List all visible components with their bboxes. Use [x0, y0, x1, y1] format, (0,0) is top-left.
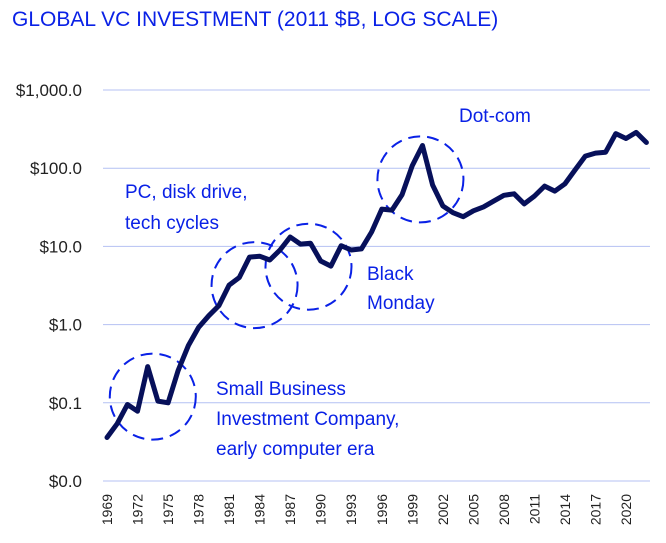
x-tick-label: 1990 — [313, 494, 329, 525]
x-tick-label: 1981 — [221, 494, 237, 525]
x-tick-label: 2020 — [618, 494, 634, 525]
y-axis-ticks: $1,000.0 $100.0 $10.0 $1.0 $0.1 $0.0 — [16, 81, 82, 491]
series-line — [104, 129, 649, 440]
annotation-black-monday: Black Monday — [367, 264, 435, 314]
x-tick-label: 1987 — [282, 494, 298, 525]
annotation-pc-line-1: PC, disk drive, — [125, 182, 247, 203]
x-tick-label: 2011 — [526, 494, 542, 524]
x-tick-label: 2008 — [496, 494, 512, 525]
x-tick-label: 1969 — [99, 494, 115, 525]
y-tick-label: $100.0 — [30, 159, 82, 178]
annotation-sbic-line-1: Small Business — [216, 379, 346, 400]
annotation-sbic: Small Business Investment Company, early… — [216, 379, 405, 460]
annotation-circle-pc — [210, 241, 299, 330]
annotation-dotcom: Dot-com — [459, 106, 531, 127]
x-tick-label: 1975 — [160, 494, 176, 525]
annotation-circle-black-monday — [264, 222, 353, 311]
data-points — [106, 132, 647, 438]
x-tick-label: 2017 — [587, 494, 603, 525]
y-tick-label: $1.0 — [49, 316, 82, 335]
chart-title: GLOBAL VC INVESTMENT (2011 $B, LOG SCALE… — [12, 8, 498, 31]
y-tick-label: $1,000.0 — [16, 81, 82, 100]
x-tick-label: 2005 — [465, 494, 481, 525]
annotation-sbic-line-2: Investment Company, — [216, 409, 399, 430]
x-tick-label: 1993 — [343, 494, 359, 525]
x-axis-ticks: 1969 1972 1975 1978 1981 1984 1987 1990 1993 1996… — [99, 494, 634, 525]
annotation-pc-line-2: tech cycles — [125, 213, 219, 234]
annotation-circles — [108, 135, 465, 441]
annotation-circle-dotcom — [376, 135, 465, 224]
annotation-circle-sbic — [108, 352, 197, 441]
x-tick-label: 2014 — [557, 494, 573, 525]
x-tick-label: 1999 — [404, 494, 420, 525]
x-tick-label: 2002 — [435, 494, 451, 525]
annotation-black-monday-line-1: Black — [367, 264, 414, 285]
y-tick-label: $0.1 — [49, 394, 82, 413]
x-tick-label: 1996 — [374, 494, 390, 525]
x-tick-label: 1978 — [191, 494, 207, 525]
x-tick-label: 1972 — [130, 494, 146, 525]
annotation-dotcom-line-1: Dot-com — [459, 106, 531, 127]
annotation-black-monday-line-2: Monday — [367, 293, 435, 314]
y-tick-label: $0.0 — [49, 472, 82, 491]
x-tick-label: 1984 — [252, 494, 268, 525]
y-tick-label: $10.0 — [39, 237, 82, 256]
gridlines — [103, 89, 650, 482]
annotation-pc-cycles: PC, disk drive, tech cycles — [125, 182, 253, 234]
annotation-sbic-line-3: early computer era — [216, 439, 375, 460]
